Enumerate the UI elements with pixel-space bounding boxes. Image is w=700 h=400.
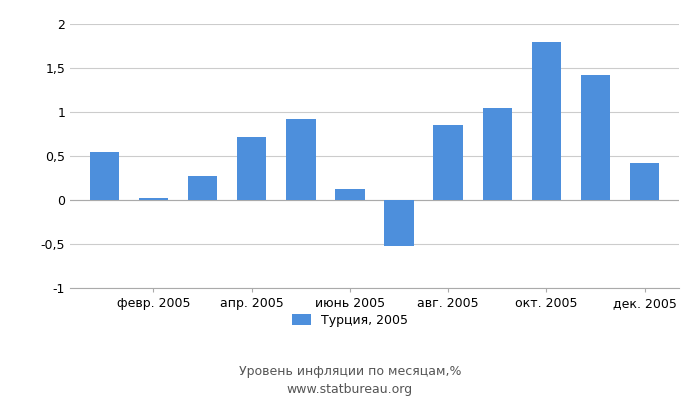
- Bar: [532, 42, 561, 200]
- Text: www.statbureau.org: www.statbureau.org: [287, 384, 413, 396]
- Bar: [581, 75, 610, 200]
- Bar: [482, 108, 512, 200]
- Bar: [630, 163, 659, 200]
- Bar: [433, 125, 463, 200]
- Bar: [139, 198, 168, 200]
- Bar: [237, 137, 267, 200]
- Bar: [286, 119, 316, 200]
- Bar: [188, 176, 217, 200]
- Legend: Турция, 2005: Турция, 2005: [287, 309, 413, 332]
- Bar: [90, 152, 119, 200]
- Bar: [335, 190, 365, 200]
- Bar: [384, 200, 414, 246]
- Text: Уровень инфляции по месяцам,%: Уровень инфляции по месяцам,%: [239, 366, 461, 378]
